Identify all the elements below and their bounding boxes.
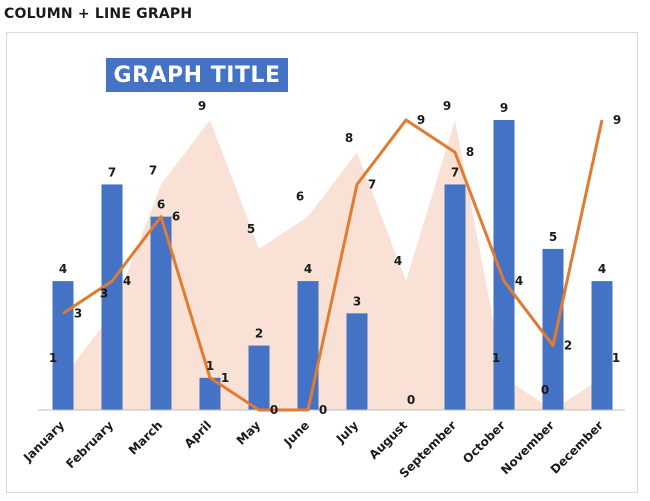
- column-bar: [248, 345, 270, 410]
- line-data-label: 2: [564, 339, 572, 353]
- area-data-label: 9: [443, 99, 451, 113]
- area-data-label: 6: [296, 190, 304, 204]
- line-data-label: 4: [123, 274, 131, 288]
- line-data-label: 4: [515, 274, 523, 288]
- line-data-label: 9: [613, 113, 621, 127]
- chart-frame: [6, 32, 638, 493]
- x-tick-label: August: [366, 418, 410, 462]
- column-data-label: 0: [407, 393, 415, 407]
- line-series: [62, 118, 604, 412]
- column-bar: [199, 377, 221, 410]
- line-data-label: 9: [417, 113, 425, 127]
- column-bar: [52, 281, 74, 410]
- column-data-label: 4: [304, 262, 312, 276]
- x-tick-label: June: [281, 418, 313, 450]
- column-data-label: 1: [206, 359, 214, 373]
- area-data-label: 0: [541, 383, 549, 397]
- column-data-label: 2: [255, 327, 263, 341]
- column-data-label: 4: [59, 262, 67, 276]
- line-data-label: 6: [172, 210, 180, 224]
- column-bar: [542, 248, 564, 410]
- chart-title: GRAPH TITLE: [106, 58, 288, 92]
- x-tick-label: July: [333, 418, 361, 446]
- column-data-label: 7: [108, 165, 116, 179]
- area-series: [63, 120, 602, 410]
- column-bar: [150, 216, 172, 410]
- x-tick-label: December: [548, 418, 606, 476]
- area-data-label: 3: [100, 286, 108, 300]
- area-data-label: 9: [198, 99, 206, 113]
- page-heading: COLUMN + LINE GRAPH: [4, 6, 193, 22]
- line-data-label: 3: [74, 306, 82, 320]
- area-data-label: 1: [612, 351, 620, 365]
- line-data-label: 0: [270, 403, 278, 417]
- x-tick-label: January: [20, 418, 67, 465]
- x-tick-label: October: [460, 418, 508, 466]
- line-data-label: 7: [368, 177, 376, 191]
- column-data-label: 4: [598, 262, 606, 276]
- line-data-label: 8: [466, 145, 474, 159]
- column-bar: [297, 281, 319, 410]
- column-bar: [101, 184, 123, 410]
- x-tick-label: February: [63, 418, 116, 471]
- column-data-label: 6: [157, 198, 165, 212]
- area-data-label: 1: [492, 351, 500, 365]
- line-data-label: 0: [319, 403, 327, 417]
- area-data-label: 7: [149, 163, 157, 177]
- column-data-label: 3: [353, 294, 361, 308]
- line-data-label: 1: [221, 371, 229, 385]
- x-tick-label: April: [182, 418, 215, 451]
- x-tick-label: March: [126, 418, 165, 457]
- area-data-label: 5: [247, 222, 255, 236]
- area-data-label: 4: [394, 254, 402, 268]
- column-data-label: 7: [451, 165, 459, 179]
- column-bar: [346, 313, 368, 410]
- column-bar: [493, 120, 515, 410]
- column-data-label: 9: [500, 101, 508, 115]
- column-bar: [591, 281, 613, 410]
- column-bar: [444, 184, 466, 410]
- area-data-label: 1: [49, 351, 57, 365]
- x-tick-label: May: [234, 418, 263, 447]
- column-data-label: 5: [549, 230, 557, 244]
- area-data-label: 8: [345, 131, 353, 145]
